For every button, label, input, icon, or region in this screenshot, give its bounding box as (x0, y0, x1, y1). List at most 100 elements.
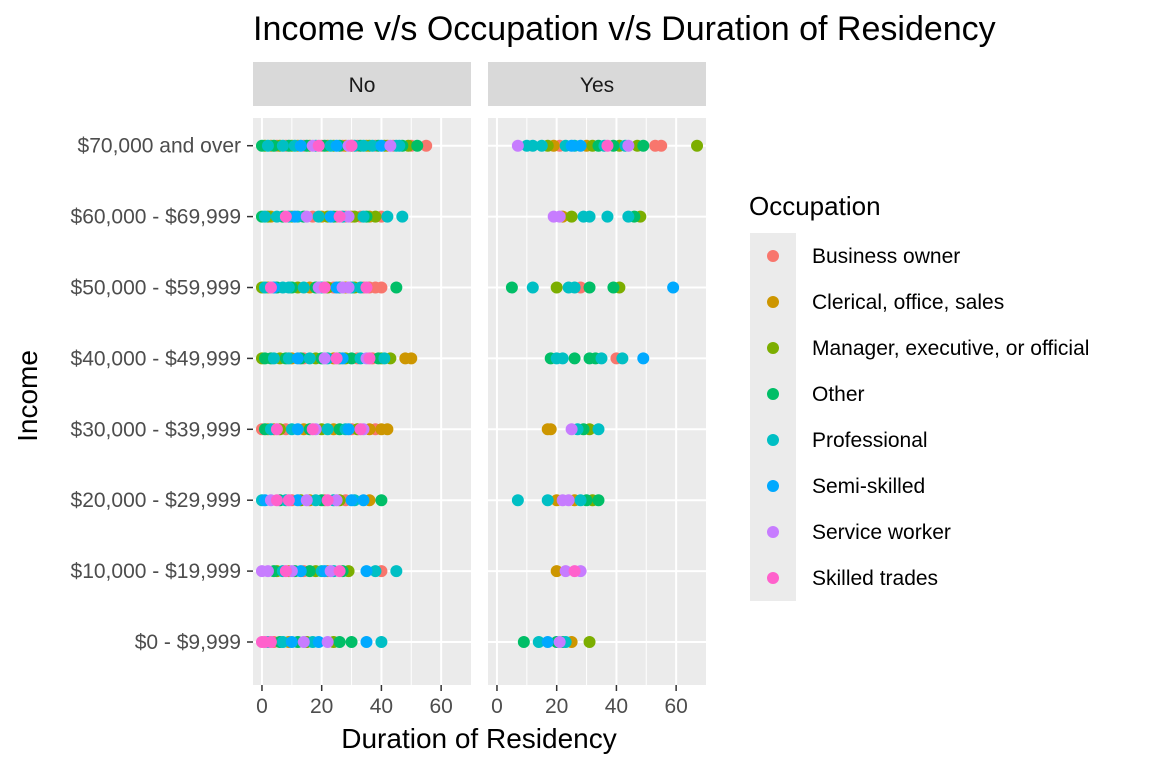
data-point (318, 352, 331, 365)
data-point (321, 423, 334, 436)
data-point (559, 565, 572, 578)
data-point (667, 281, 680, 294)
data-point (282, 352, 295, 365)
data-point (342, 210, 355, 223)
data-point (333, 636, 346, 648)
data-point (375, 494, 388, 507)
data-point (270, 494, 283, 507)
legend-item: Professional (750, 417, 928, 463)
x-tick-label: 20 (545, 695, 568, 718)
data-point (541, 494, 554, 507)
data-point (276, 636, 289, 648)
data-point (574, 139, 587, 152)
y-axis-title: Income (12, 350, 43, 442)
legend-item: Clerical, office, sales (750, 279, 1004, 325)
y-tick-label: $70,000 and over (78, 135, 241, 158)
data-point (517, 636, 530, 648)
data-point (535, 139, 548, 152)
data-point (622, 210, 635, 223)
data-point (330, 139, 343, 152)
x-tick-label: 20 (310, 695, 333, 718)
facet-strip-label: Yes (580, 74, 614, 97)
x-tick-label: 60 (429, 695, 452, 718)
data-point (324, 565, 337, 578)
data-point (526, 281, 539, 294)
facet-panels: No 0 20 40 60 Yes 0 20 40 60 (253, 62, 706, 718)
data-point (312, 210, 325, 223)
data-point (375, 139, 388, 152)
data-point (357, 139, 370, 152)
data-point (574, 494, 587, 507)
data-point (345, 352, 358, 365)
data-point (279, 210, 292, 223)
data-point (261, 139, 274, 152)
data-point (330, 352, 343, 365)
data-point (390, 565, 403, 578)
legend-key-marker (767, 526, 779, 538)
data-point (357, 210, 370, 223)
legend-label: Professional (812, 429, 928, 452)
x-tick-label: 60 (664, 695, 687, 718)
y-tick-label: $30,000 - $39,999 (71, 418, 241, 441)
y-tick-label: $50,000 - $59,999 (71, 277, 241, 300)
data-point (562, 494, 575, 507)
data-point (282, 281, 295, 294)
data-point (583, 281, 596, 294)
data-point (306, 423, 319, 436)
data-point (276, 139, 289, 152)
data-point (267, 352, 280, 365)
data-point (556, 352, 569, 365)
data-point (360, 281, 373, 294)
data-point (375, 636, 388, 648)
data-point (366, 139, 379, 152)
data-point (565, 210, 578, 223)
data-point (261, 565, 274, 578)
data-point (532, 636, 545, 648)
data-point (333, 565, 346, 578)
data-point (363, 352, 376, 365)
data-point (390, 281, 403, 294)
data-point (360, 565, 373, 578)
facet-strip-label: No (349, 74, 376, 97)
y-tick-label: $10,000 - $19,999 (71, 560, 241, 583)
data-point (541, 636, 554, 648)
data-point (279, 565, 292, 578)
data-point (622, 139, 635, 152)
legend: Occupation Business owner Clerical, office… (749, 191, 1089, 601)
data-point (270, 210, 283, 223)
data-point (288, 210, 301, 223)
data-point (342, 423, 355, 436)
data-point (592, 494, 605, 507)
data-point (616, 352, 629, 365)
data-point (360, 636, 373, 648)
data-point (511, 139, 524, 152)
data-point (607, 281, 620, 294)
data-point (405, 352, 418, 365)
data-point (291, 352, 304, 365)
panel-background (488, 118, 706, 685)
facet-strip (253, 62, 471, 106)
data-point (294, 565, 307, 578)
data-point (282, 494, 295, 507)
data-point (333, 210, 346, 223)
data-point (291, 423, 304, 436)
legend-key-marker (767, 388, 779, 400)
legend-label: Business owner (812, 245, 960, 268)
data-point (637, 352, 650, 365)
data-point (505, 281, 518, 294)
data-point (411, 139, 424, 152)
legend-item: Business owner (750, 233, 960, 279)
facet-panel-yes: Yes 0 20 40 60 (488, 62, 706, 718)
data-point (544, 423, 557, 436)
data-point (550, 281, 563, 294)
data-point (592, 423, 605, 436)
data-point (258, 210, 271, 223)
y-tick-label: $40,000 - $49,999 (71, 347, 241, 370)
y-tick-label: $60,000 - $69,999 (71, 206, 241, 229)
data-point (264, 281, 277, 294)
x-axis-title: Duration of Residency (341, 723, 616, 754)
legend-label: Semi-skilled (812, 475, 925, 498)
x-tick-label: 40 (605, 695, 628, 718)
y-tick-label: $20,000 - $29,999 (71, 489, 241, 512)
data-point (691, 139, 704, 152)
